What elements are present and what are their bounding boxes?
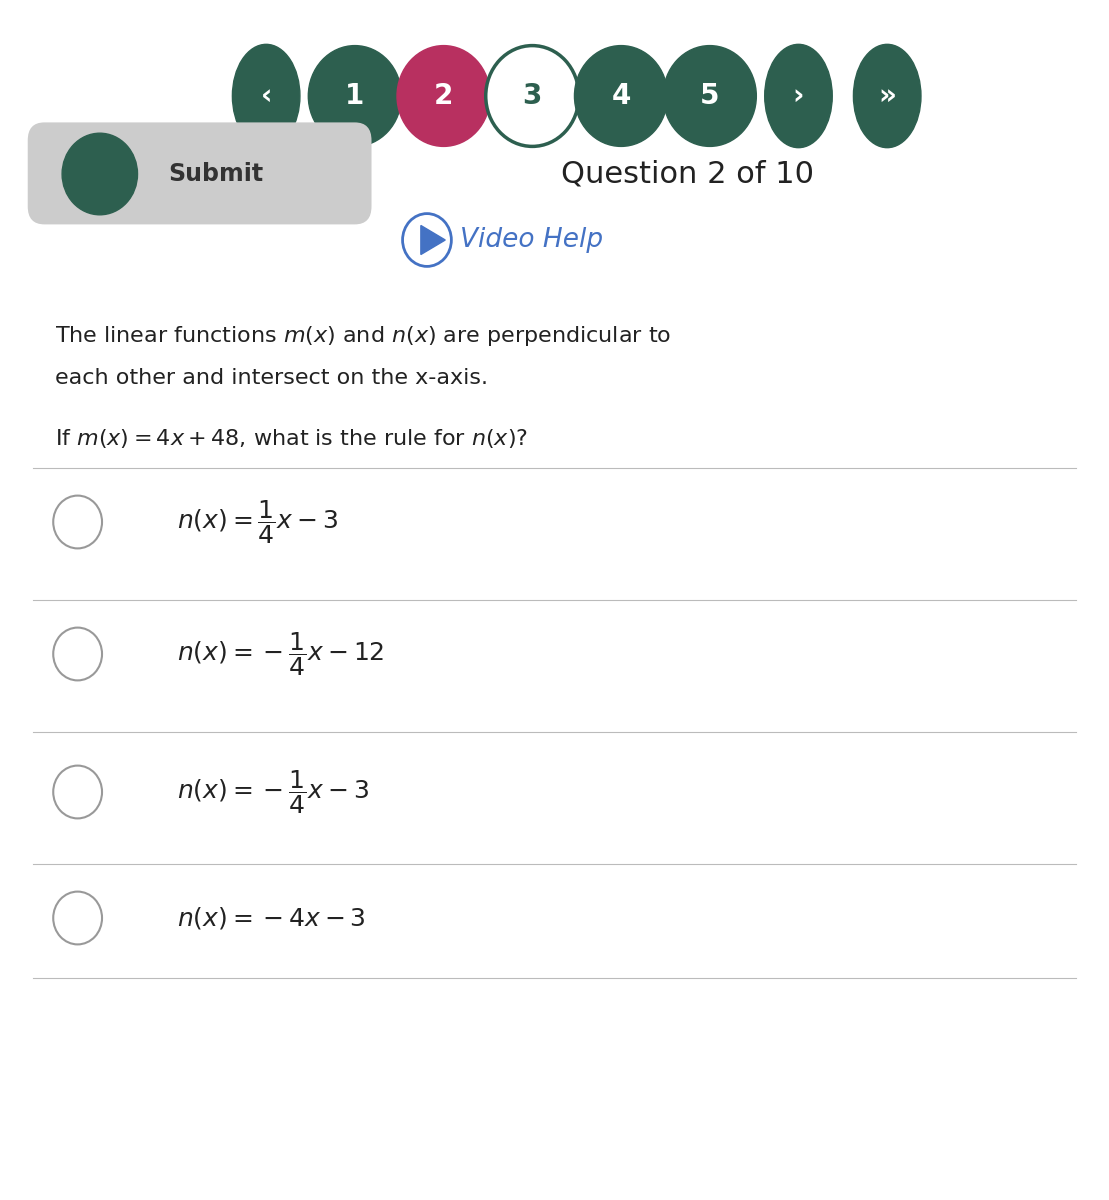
Circle shape: [574, 46, 668, 146]
Text: Question 2 of 10: Question 2 of 10: [561, 160, 814, 188]
Text: »: »: [878, 82, 896, 110]
Polygon shape: [421, 226, 446, 254]
Text: $n(x)=-\dfrac{1}{4}x-12$: $n(x)=-\dfrac{1}{4}x-12$: [177, 630, 385, 678]
Text: 4: 4: [611, 82, 631, 110]
Text: ›: ›: [793, 82, 804, 110]
Ellipse shape: [233, 44, 299, 148]
Text: 5: 5: [700, 82, 720, 110]
Text: each other and intersect on the x-axis.: each other and intersect on the x-axis.: [55, 368, 488, 388]
Text: 2: 2: [434, 82, 454, 110]
Text: $n(x)=\dfrac{1}{4}x-3$: $n(x)=\dfrac{1}{4}x-3$: [177, 498, 338, 546]
Circle shape: [62, 133, 138, 215]
Text: Submit: Submit: [169, 162, 264, 186]
Text: 3: 3: [522, 82, 542, 110]
Text: 1: 1: [345, 82, 365, 110]
Circle shape: [308, 46, 401, 146]
FancyBboxPatch shape: [28, 122, 372, 224]
Circle shape: [486, 46, 579, 146]
Ellipse shape: [765, 44, 832, 148]
Text: $n(x)=-4x-3$: $n(x)=-4x-3$: [177, 905, 366, 931]
Text: $n(x)=-\dfrac{1}{4}x-3$: $n(x)=-\dfrac{1}{4}x-3$: [177, 768, 369, 816]
Circle shape: [397, 46, 490, 146]
Text: The linear functions $m(x)$ and $n(x)$ are perpendicular to: The linear functions $m(x)$ and $n(x)$ a…: [55, 324, 672, 348]
Text: If $m(x)=4x+48$, what is the rule for $n(x)$?: If $m(x)=4x+48$, what is the rule for $n…: [55, 426, 528, 450]
Ellipse shape: [854, 44, 920, 148]
Text: Video Help: Video Help: [460, 227, 603, 253]
Text: ‹: ‹: [261, 82, 272, 110]
Circle shape: [663, 46, 756, 146]
